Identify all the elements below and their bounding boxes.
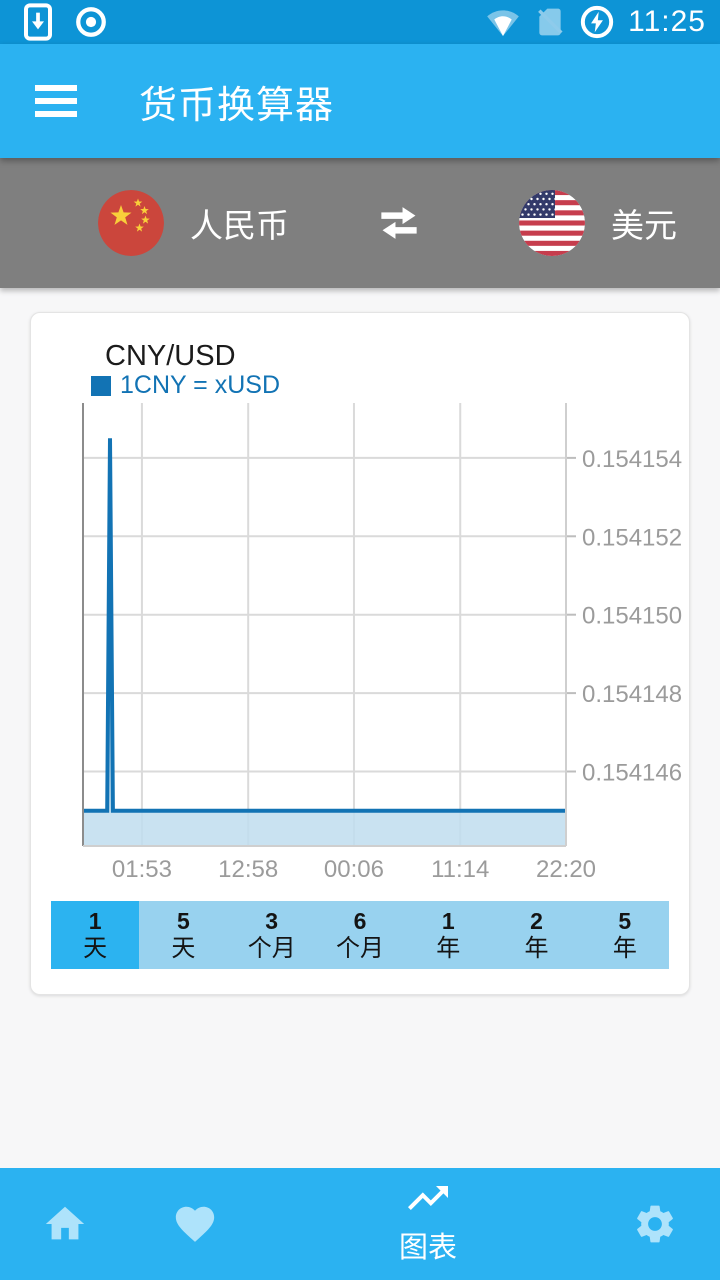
svg-text:0.154152: 0.154152 bbox=[582, 524, 682, 551]
nav-item-settings[interactable] bbox=[590, 1168, 720, 1280]
currency-bar: 人民币 美元 bbox=[0, 158, 720, 288]
to-currency-selector[interactable]: 美元 bbox=[519, 190, 677, 256]
range-tab-6m[interactable]: 6 个月 bbox=[315, 901, 405, 969]
from-currency-label: 人民币 bbox=[190, 207, 289, 244]
nav-label-charts: 图表 bbox=[398, 1232, 457, 1264]
chart-card: CNY/USD 1CNY = xUSD 01:53 12:58 00:06 11:14… bbox=[30, 312, 690, 995]
chart-legend: 1CNY = xUSD bbox=[91, 371, 280, 400]
range-tab-1y[interactable]: 1 年 bbox=[404, 901, 493, 969]
svg-text:0.154154: 0.154154 bbox=[582, 446, 682, 473]
svg-text:11:14: 11:14 bbox=[431, 856, 489, 883]
range-tab-1d[interactable]: 1 天 bbox=[51, 901, 140, 969]
no-sim-icon bbox=[538, 8, 563, 36]
heart-icon bbox=[175, 1206, 215, 1242]
nav-item-charts[interactable]: 图表 bbox=[328, 1168, 528, 1280]
svg-text:22:20: 22:20 bbox=[536, 856, 596, 883]
phone-download-icon bbox=[24, 3, 52, 41]
svg-text:0.154148: 0.154148 bbox=[582, 681, 682, 708]
page-title: 货币换算器 bbox=[139, 84, 335, 127]
range-tabs: 1 天 5 天 3 个月 6 个月 1 年 2 年 5 年 bbox=[51, 901, 669, 969]
legend-swatch-icon bbox=[91, 375, 111, 396]
nav-item-favorites[interactable] bbox=[130, 1168, 260, 1280]
trending-up-icon bbox=[408, 1186, 448, 1210]
usa-flag-icon bbox=[519, 190, 585, 256]
status-time: 11:25 bbox=[628, 5, 706, 38]
svg-text:12:58: 12:58 bbox=[218, 856, 278, 883]
range-tab-5y[interactable]: 5 年 bbox=[580, 901, 669, 969]
status-bar-left bbox=[0, 3, 108, 41]
battery-charging-icon bbox=[580, 5, 614, 39]
svg-text:0.154150: 0.154150 bbox=[582, 603, 682, 630]
to-currency-label: 美元 bbox=[611, 207, 677, 244]
status-bar: 11:25 bbox=[0, 0, 720, 44]
china-flag-icon bbox=[98, 190, 164, 256]
svg-text:0.154146: 0.154146 bbox=[582, 760, 682, 787]
svg-text:00:06: 00:06 bbox=[324, 856, 384, 883]
nav-item-home[interactable] bbox=[0, 1168, 130, 1280]
hamburger-icon[interactable] bbox=[35, 85, 77, 117]
gear-icon bbox=[637, 1205, 673, 1243]
from-currency-selector[interactable]: 人民币 bbox=[98, 190, 289, 256]
legend-label: 1CNY = xUSD bbox=[120, 371, 281, 399]
range-tab-3m[interactable]: 3 个月 bbox=[227, 901, 316, 969]
range-tab-5d[interactable]: 5 天 bbox=[139, 901, 228, 969]
svg-text:01:53: 01:53 bbox=[112, 856, 172, 883]
range-tab-2y[interactable]: 2 年 bbox=[492, 901, 581, 969]
wifi-icon bbox=[487, 10, 519, 37]
swap-arrows-icon[interactable] bbox=[375, 203, 423, 243]
location-dot-icon bbox=[76, 7, 106, 37]
app-bar: 货币换算器 bbox=[0, 44, 720, 158]
home-icon bbox=[45, 1206, 85, 1240]
rate-chart[interactable]: 01:53 12:58 00:06 11:14 22:20 0.154154 0.15415… bbox=[31, 401, 687, 887]
chart-title: CNY/USD bbox=[105, 340, 236, 372]
status-bar-right: 11:25 bbox=[486, 5, 720, 39]
bottom-nav: 图表 bbox=[0, 1168, 720, 1280]
